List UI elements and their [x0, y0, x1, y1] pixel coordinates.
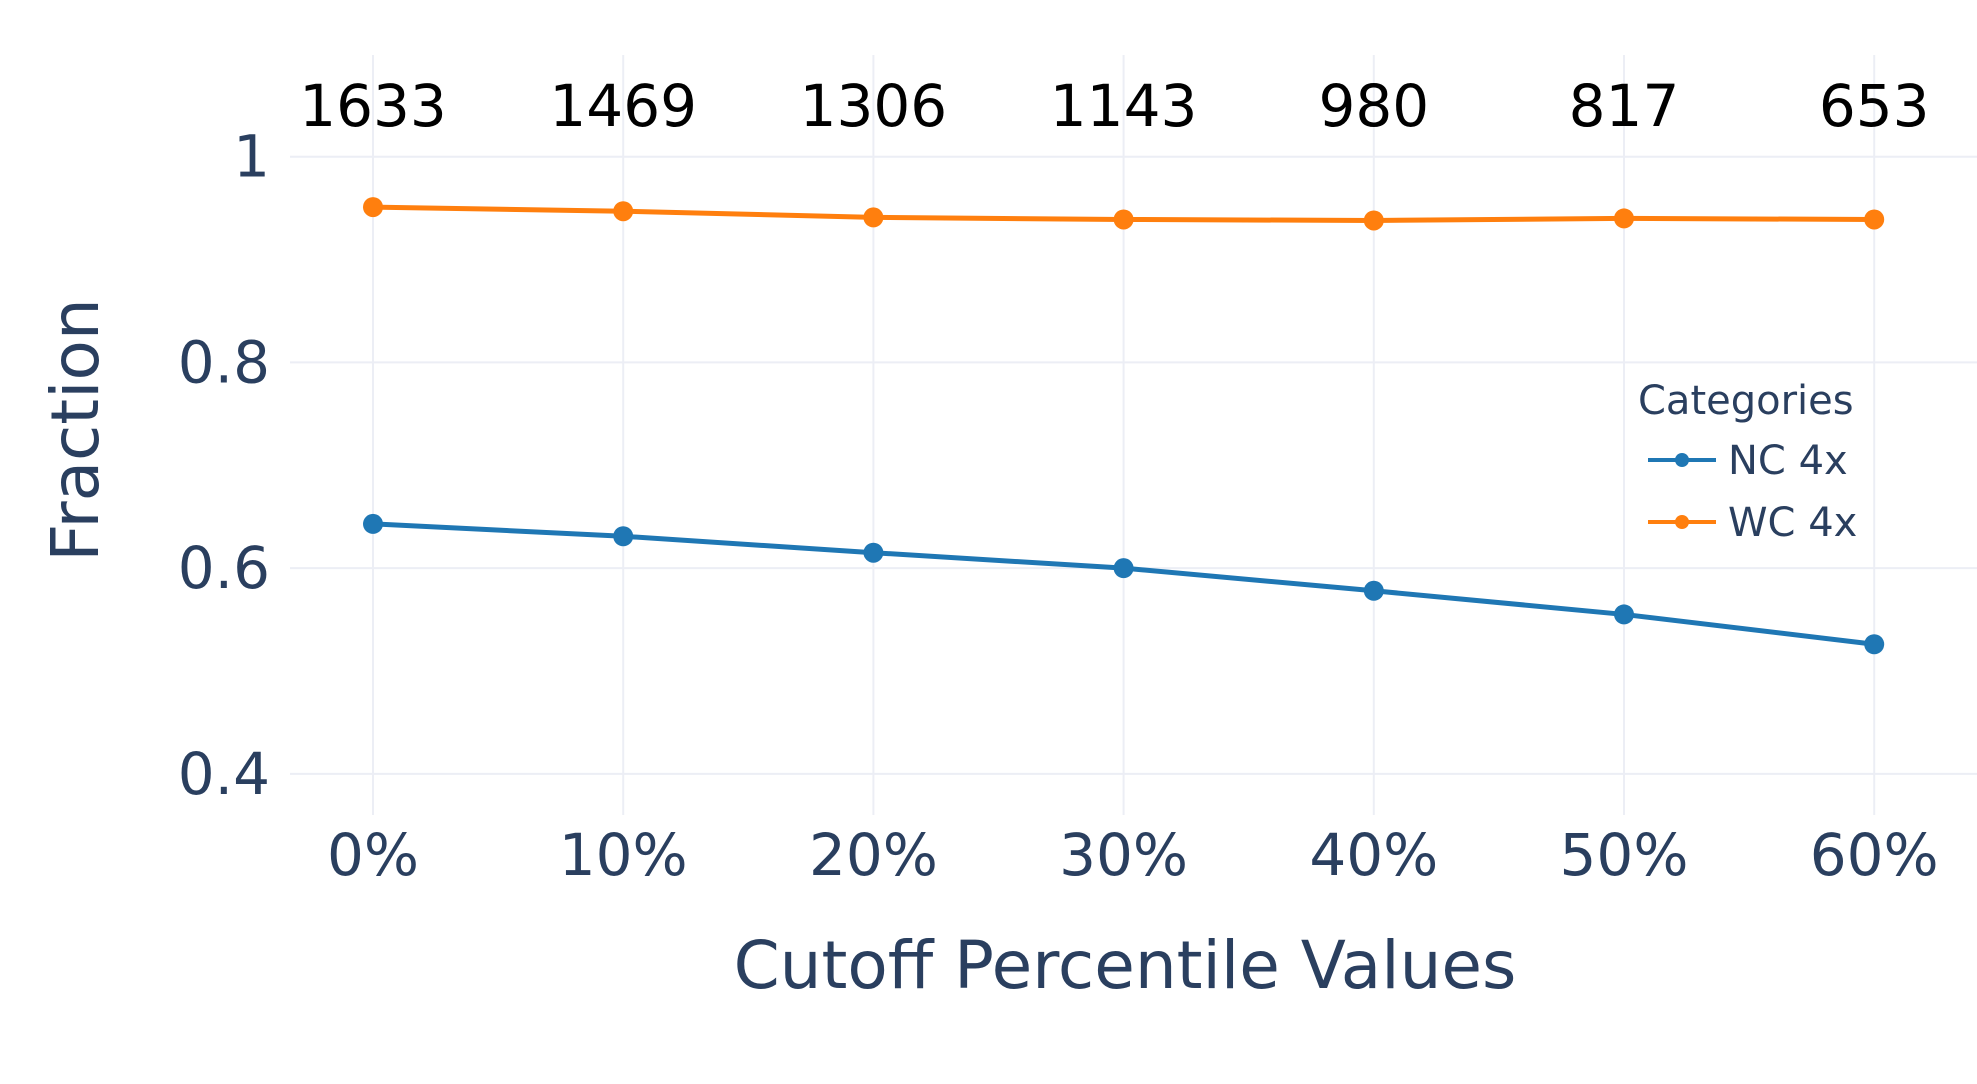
series — [363, 197, 1885, 655]
data-point[interactable] — [1113, 558, 1134, 579]
data-point[interactable] — [613, 201, 634, 222]
top-tick-label: 1633 — [299, 72, 447, 140]
data-point[interactable] — [1614, 208, 1634, 229]
y-tick-label: 1 — [233, 123, 270, 191]
legend-item[interactable]: NC 4x — [1648, 438, 1848, 484]
x-tick-label: 10% — [559, 821, 688, 889]
series-1 — [363, 197, 1885, 231]
data-point[interactable] — [1363, 210, 1384, 231]
data-point[interactable] — [863, 542, 884, 563]
data-point[interactable] — [863, 207, 884, 228]
y-axis-title: Fraction — [37, 298, 114, 561]
x-tick-label: 40% — [1309, 821, 1438, 889]
x-tick-label: 20% — [809, 821, 938, 889]
grid — [290, 55, 1977, 815]
data-point[interactable] — [1614, 604, 1634, 625]
legend-marker-swatch — [1675, 453, 1689, 467]
data-point[interactable] — [613, 526, 634, 547]
data-point[interactable] — [1113, 209, 1134, 230]
x-tick-label: 0% — [327, 821, 419, 889]
data-point[interactable] — [1864, 209, 1885, 230]
top-tick-label: 653 — [1819, 72, 1930, 140]
legend-title: Categories — [1638, 378, 1854, 424]
data-point[interactable] — [1363, 580, 1384, 601]
y-tick-label: 0.6 — [178, 534, 270, 602]
top-tick-label: 817 — [1569, 72, 1680, 140]
top-tick-label: 1143 — [1050, 72, 1198, 140]
data-point[interactable] — [363, 197, 383, 218]
y-tick-label: 0.4 — [178, 740, 270, 808]
x-axis-title: Cutoff Percentile Values — [734, 927, 1517, 1004]
top-tick-label: 980 — [1318, 72, 1429, 140]
x-tick-label: 60% — [1810, 821, 1939, 889]
legend-label: WC 4x — [1728, 500, 1857, 546]
legend-marker-swatch — [1675, 515, 1689, 529]
legend-label: NC 4x — [1728, 438, 1848, 484]
top-tick-label: 1469 — [549, 72, 697, 140]
x-tick-label: 30% — [1059, 821, 1188, 889]
legend[interactable]: Categories NC 4x WC 4x — [1638, 378, 1857, 546]
data-point[interactable] — [1864, 634, 1885, 655]
y-axis-ticks: 0.4 0.6 0.8 1 — [178, 123, 270, 808]
legend-items: NC 4x WC 4x — [1648, 438, 1857, 546]
legend-item[interactable]: WC 4x — [1648, 500, 1857, 546]
series-0 — [363, 513, 1885, 655]
top-tick-label: 1306 — [800, 72, 948, 140]
top-axis-labels: 1633 1469 1306 1143 980 817 653 — [299, 72, 1929, 140]
y-tick-label: 0.8 — [178, 328, 270, 396]
x-axis-ticks: 0% 10% 20% 30% 40% 50% 60% — [327, 821, 1939, 889]
x-tick-label: 50% — [1560, 821, 1689, 889]
data-point[interactable] — [363, 513, 383, 534]
